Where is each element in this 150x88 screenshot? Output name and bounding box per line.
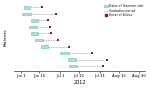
Bar [35,39,43,41]
Bar [29,26,37,28]
Y-axis label: Patients: Patients [3,28,8,46]
Bar [69,65,77,67]
Bar [24,6,30,9]
Bar [68,58,76,61]
Bar [22,13,32,15]
X-axis label: 2012: 2012 [74,80,86,85]
Bar [32,32,38,35]
Bar [60,52,69,54]
Legend: Dates of Yosemite visit, Incubation period, Onset of illness: Dates of Yosemite visit, Incubation peri… [104,4,144,18]
Bar [32,19,38,22]
Bar [41,45,48,48]
